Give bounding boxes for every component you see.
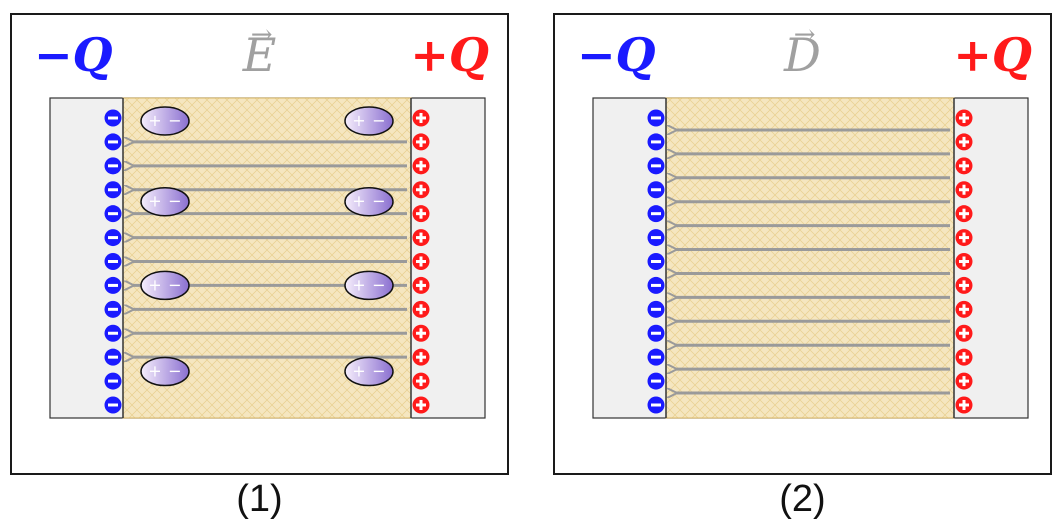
minus-circle-icon <box>647 229 665 247</box>
minus-circle-icon <box>104 348 122 366</box>
minus-circle-icon <box>104 300 122 318</box>
minus-circle-icon <box>647 205 665 223</box>
minus-circle-icon <box>647 324 665 342</box>
minus-circle-icon <box>104 109 122 127</box>
dipole-minus-sign: − <box>372 275 385 294</box>
dipole-plus-sign: + <box>352 111 365 130</box>
plus-circle-icon <box>955 300 973 318</box>
minus-circle-icon <box>104 181 122 199</box>
dipole-minus-sign: − <box>372 192 385 211</box>
plus-circle-icon <box>412 253 430 270</box>
minus-circle-icon <box>647 109 665 127</box>
dipole-ellipse-icon: + − <box>140 270 190 301</box>
plus-circle-icon <box>412 300 430 318</box>
plus-circle-icon <box>955 348 973 366</box>
minus-circle-icon <box>104 372 122 390</box>
dipole-plus-sign: + <box>148 362 161 381</box>
panel-2-displacement-field: −Q D +Q <box>553 13 1052 475</box>
minus-circle-icon <box>647 253 665 270</box>
plus-circle-icon <box>955 229 973 247</box>
negative-charge-label: −Q <box>34 28 113 82</box>
minus-circle-icon <box>647 300 665 318</box>
panel-1-caption: (1) <box>236 478 283 520</box>
plus-circle-icon <box>412 348 430 366</box>
plus-circle-icon <box>412 109 430 127</box>
plus-circle-icon <box>412 181 430 199</box>
plus-circle-icon <box>955 253 973 270</box>
minus-circle-icon <box>104 229 122 247</box>
dipole-ellipse-icon: + − <box>344 186 394 217</box>
dipole-minus-sign: − <box>168 192 181 211</box>
plus-circle-icon <box>955 157 973 175</box>
dipole-plus-sign: + <box>352 275 365 294</box>
plus-circle-icon <box>955 396 973 414</box>
minus-circle-icon <box>647 372 665 390</box>
positive-charge-label: +Q <box>953 28 1032 82</box>
plus-circle-icon <box>955 276 973 294</box>
minus-circle-icon <box>104 157 122 175</box>
dipole-minus-sign: − <box>372 111 385 130</box>
minus-circle-icon <box>647 157 665 175</box>
minus-circle-icon <box>104 253 122 270</box>
plus-circle-icon <box>412 324 430 342</box>
plus-circle-icon <box>955 181 973 199</box>
panel-2-scene <box>592 97 1029 419</box>
dipole-minus-sign: − <box>372 362 385 381</box>
dipole-ellipse-icon: + − <box>140 106 190 136</box>
plus-circle-icon <box>412 372 430 390</box>
plus-circle-icon <box>412 157 430 175</box>
dipole-plus-sign: + <box>148 275 161 294</box>
negative-charge-label: −Q <box>577 28 656 82</box>
dipole-ellipse-icon: + − <box>140 356 190 387</box>
dipole-ellipse-icon: + − <box>140 186 190 217</box>
minus-circle-icon <box>647 276 665 294</box>
dipole-minus-sign: − <box>168 362 181 381</box>
minus-circle-icon <box>104 276 122 294</box>
minus-circle-icon <box>647 181 665 199</box>
plus-circle-icon <box>955 372 973 390</box>
plus-circle-icon <box>412 133 430 151</box>
dipole-plus-sign: + <box>352 192 365 211</box>
panel-1-electric-field: +−+−+−+−+−+−+−+− −Q E +Q <box>10 13 509 475</box>
panel-1-scene: + − + −+ − + −+ − + −+ − + − <box>49 97 486 419</box>
plus-circle-icon <box>955 133 973 151</box>
dipole-plus-sign: + <box>148 111 161 130</box>
positive-charge-label: +Q <box>410 28 489 82</box>
plus-circle-icon <box>955 109 973 127</box>
minus-circle-icon <box>104 396 122 414</box>
dipole-ellipse-icon: + − <box>344 270 394 301</box>
dipole-plus-sign: + <box>148 192 161 211</box>
plus-circle-icon <box>412 229 430 247</box>
minus-circle-icon <box>647 133 665 151</box>
minus-circle-icon <box>104 324 122 342</box>
panel-2-caption: (2) <box>779 478 826 520</box>
minus-circle-icon <box>647 348 665 366</box>
plus-circle-icon <box>955 324 973 342</box>
minus-circle-icon <box>104 133 122 151</box>
minus-circle-icon <box>104 205 122 223</box>
dipole-plus-sign: + <box>352 362 365 381</box>
minus-circle-icon <box>647 396 665 414</box>
plus-circle-icon <box>412 276 430 294</box>
dipole-ellipse-icon: + − <box>344 106 394 136</box>
plus-circle-icon <box>955 205 973 223</box>
dipole-minus-sign: − <box>168 275 181 294</box>
dipole-minus-sign: − <box>168 111 181 130</box>
dipole-ellipse-icon: + − <box>344 356 394 387</box>
plus-circle-icon <box>412 396 430 414</box>
plus-circle-icon <box>412 205 430 223</box>
